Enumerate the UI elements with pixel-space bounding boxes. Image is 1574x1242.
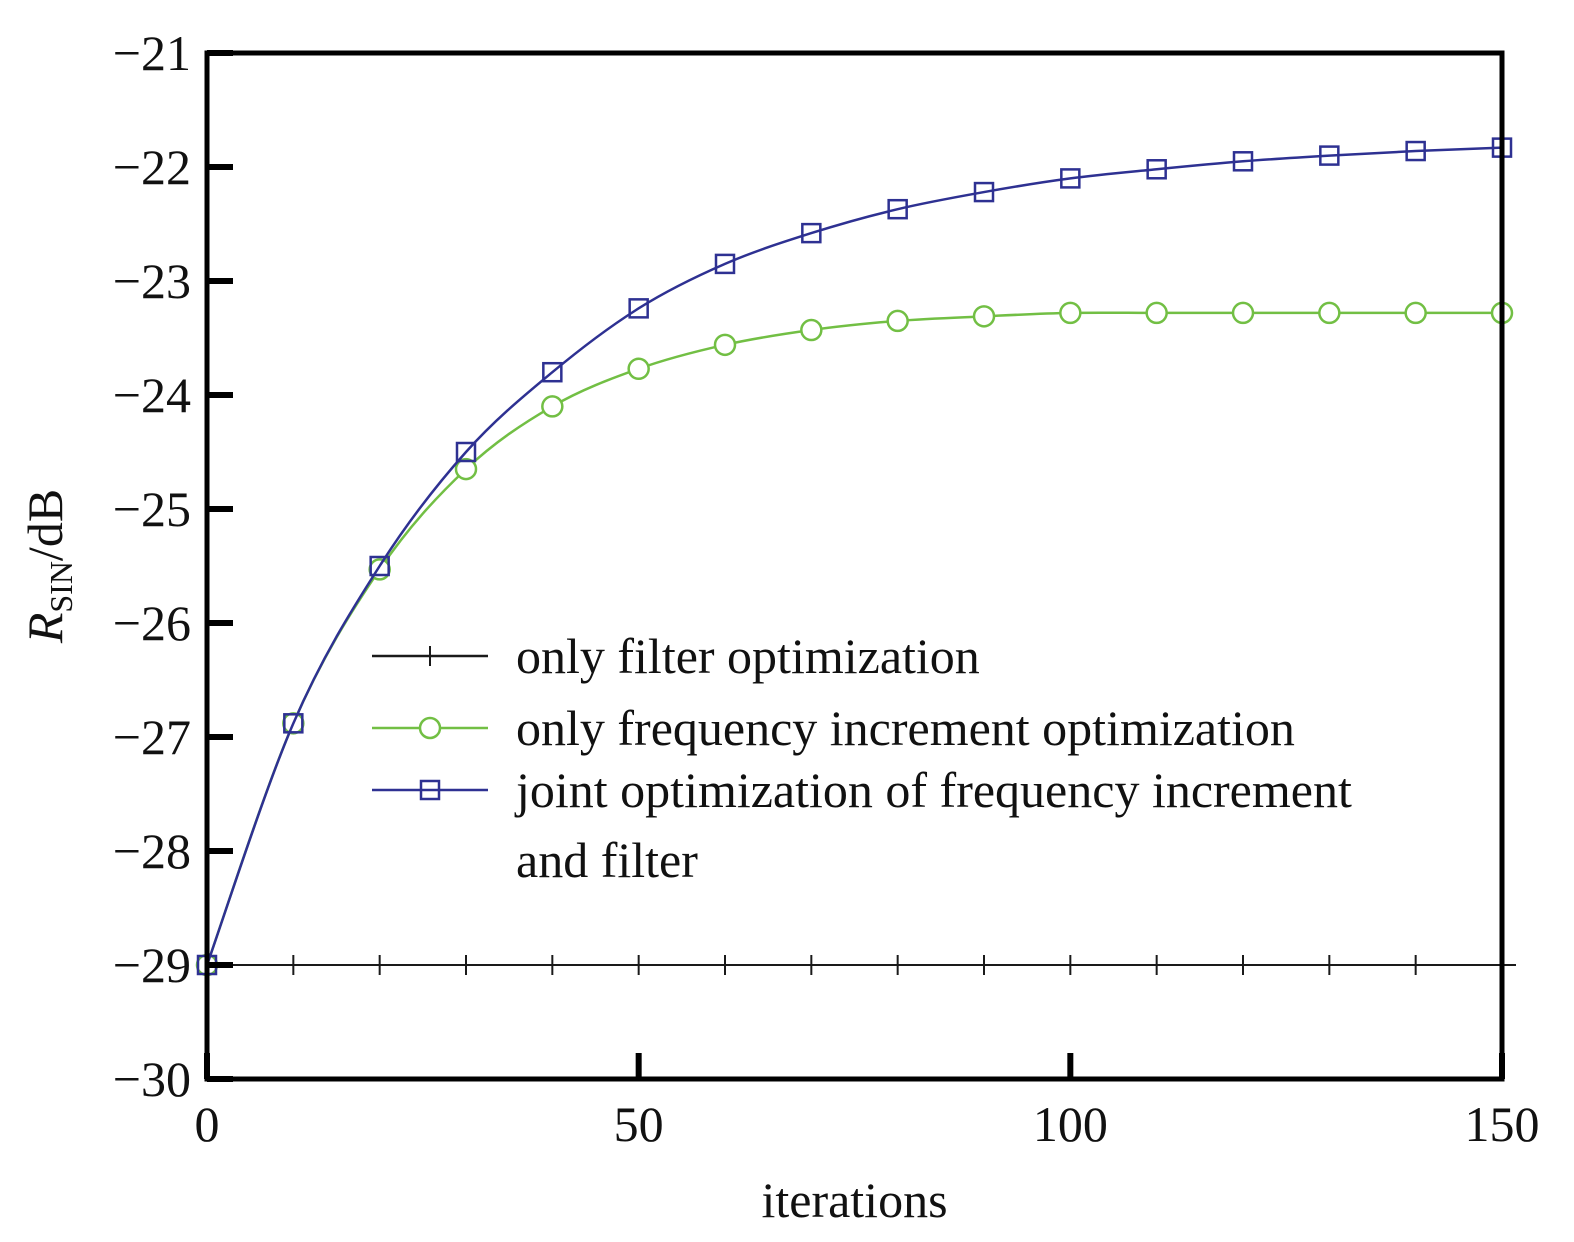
x-tick-label: 50 bbox=[614, 1096, 664, 1152]
data-point bbox=[1319, 955, 1340, 975]
y-tick-label: −27 bbox=[113, 709, 191, 765]
series-line bbox=[205, 146, 1503, 966]
data-point bbox=[283, 713, 304, 734]
x-tick-label: 0 bbox=[195, 1096, 220, 1152]
data-point bbox=[542, 361, 563, 383]
y-tick-label: −24 bbox=[113, 367, 191, 423]
legend-marker bbox=[418, 716, 442, 740]
data-point bbox=[283, 955, 304, 975]
data-point bbox=[887, 198, 908, 220]
data-point bbox=[886, 309, 909, 333]
data-point bbox=[973, 181, 995, 203]
legend-label: only frequency increment optimization bbox=[516, 700, 1295, 756]
data-point bbox=[541, 395, 564, 418]
y-axis-title-unit: /dB bbox=[17, 489, 73, 561]
data-point bbox=[1319, 145, 1340, 166]
y-tick-label: −26 bbox=[113, 595, 191, 651]
data-point bbox=[801, 222, 822, 244]
data-point bbox=[715, 955, 735, 975]
data-point bbox=[627, 357, 650, 381]
data-point bbox=[1404, 301, 1427, 325]
x-tick-label: 100 bbox=[1033, 1096, 1108, 1152]
data-point bbox=[713, 333, 737, 357]
series-layer bbox=[195, 137, 1516, 977]
y-tick-label: −30 bbox=[113, 1051, 191, 1107]
data-point bbox=[800, 318, 823, 342]
data-point bbox=[1318, 301, 1341, 325]
data-point bbox=[1146, 955, 1167, 975]
legend-item: only frequency increment optimization bbox=[372, 700, 1295, 756]
data-point bbox=[1405, 140, 1426, 162]
data-point bbox=[974, 955, 994, 975]
svg-text:RSIN/dB: RSIN/dB bbox=[17, 489, 79, 644]
data-point bbox=[628, 298, 649, 319]
ticks-layer: 0 50 100 150 −21 −22 −23 −24 −25 −26 −27 −28 −29 −30 bbox=[113, 25, 1540, 1152]
data-point bbox=[1146, 159, 1167, 180]
data-point bbox=[1233, 955, 1253, 975]
data-point bbox=[972, 305, 996, 328]
data-point bbox=[1060, 955, 1081, 975]
legend-label: joint optimization of frequency incremen… bbox=[514, 762, 1352, 818]
y-axis-title-subscript: SIN bbox=[43, 561, 79, 613]
y-tick-label: −22 bbox=[113, 139, 191, 195]
legend-item: joint optimization of frequency incremen… bbox=[372, 762, 1352, 888]
y-tick-label: −25 bbox=[113, 481, 191, 537]
data-point bbox=[628, 955, 649, 975]
legend-label: and filter bbox=[516, 832, 698, 888]
data-point bbox=[714, 253, 736, 275]
series-2 bbox=[196, 137, 1513, 976]
data-point bbox=[1231, 301, 1255, 325]
data-point bbox=[542, 955, 563, 975]
data-point bbox=[454, 457, 478, 481]
data-point bbox=[1060, 168, 1081, 189]
data-point bbox=[887, 955, 908, 975]
legend-label: only filter optimization bbox=[516, 628, 980, 684]
data-point bbox=[369, 955, 390, 975]
y-tick-label: −21 bbox=[113, 25, 191, 81]
data-point bbox=[369, 555, 390, 577]
data-point bbox=[1059, 301, 1082, 325]
legend-marker bbox=[420, 646, 440, 666]
data-point bbox=[1405, 955, 1426, 975]
data-point bbox=[1145, 301, 1168, 325]
data-point bbox=[456, 955, 476, 975]
data-point bbox=[455, 441, 477, 463]
plot-frame bbox=[204, 50, 1505, 1082]
legend-marker bbox=[419, 779, 441, 801]
x-tick-label: 150 bbox=[1465, 1096, 1540, 1152]
y-axis-title: RSIN/dB bbox=[17, 489, 79, 644]
x-axis-title: iterations bbox=[761, 1172, 947, 1228]
data-point bbox=[801, 955, 822, 975]
y-tick-label: −28 bbox=[113, 823, 191, 879]
y-tick-label: −29 bbox=[113, 937, 191, 993]
y-tick-label: −23 bbox=[113, 253, 191, 309]
legend: only filter optimization only frequency i… bbox=[372, 628, 1352, 888]
legend-item: only filter optimization bbox=[372, 628, 980, 684]
series-0 bbox=[207, 955, 1516, 975]
data-point bbox=[1232, 151, 1254, 172]
y-axis-title-main: R bbox=[17, 613, 73, 645]
